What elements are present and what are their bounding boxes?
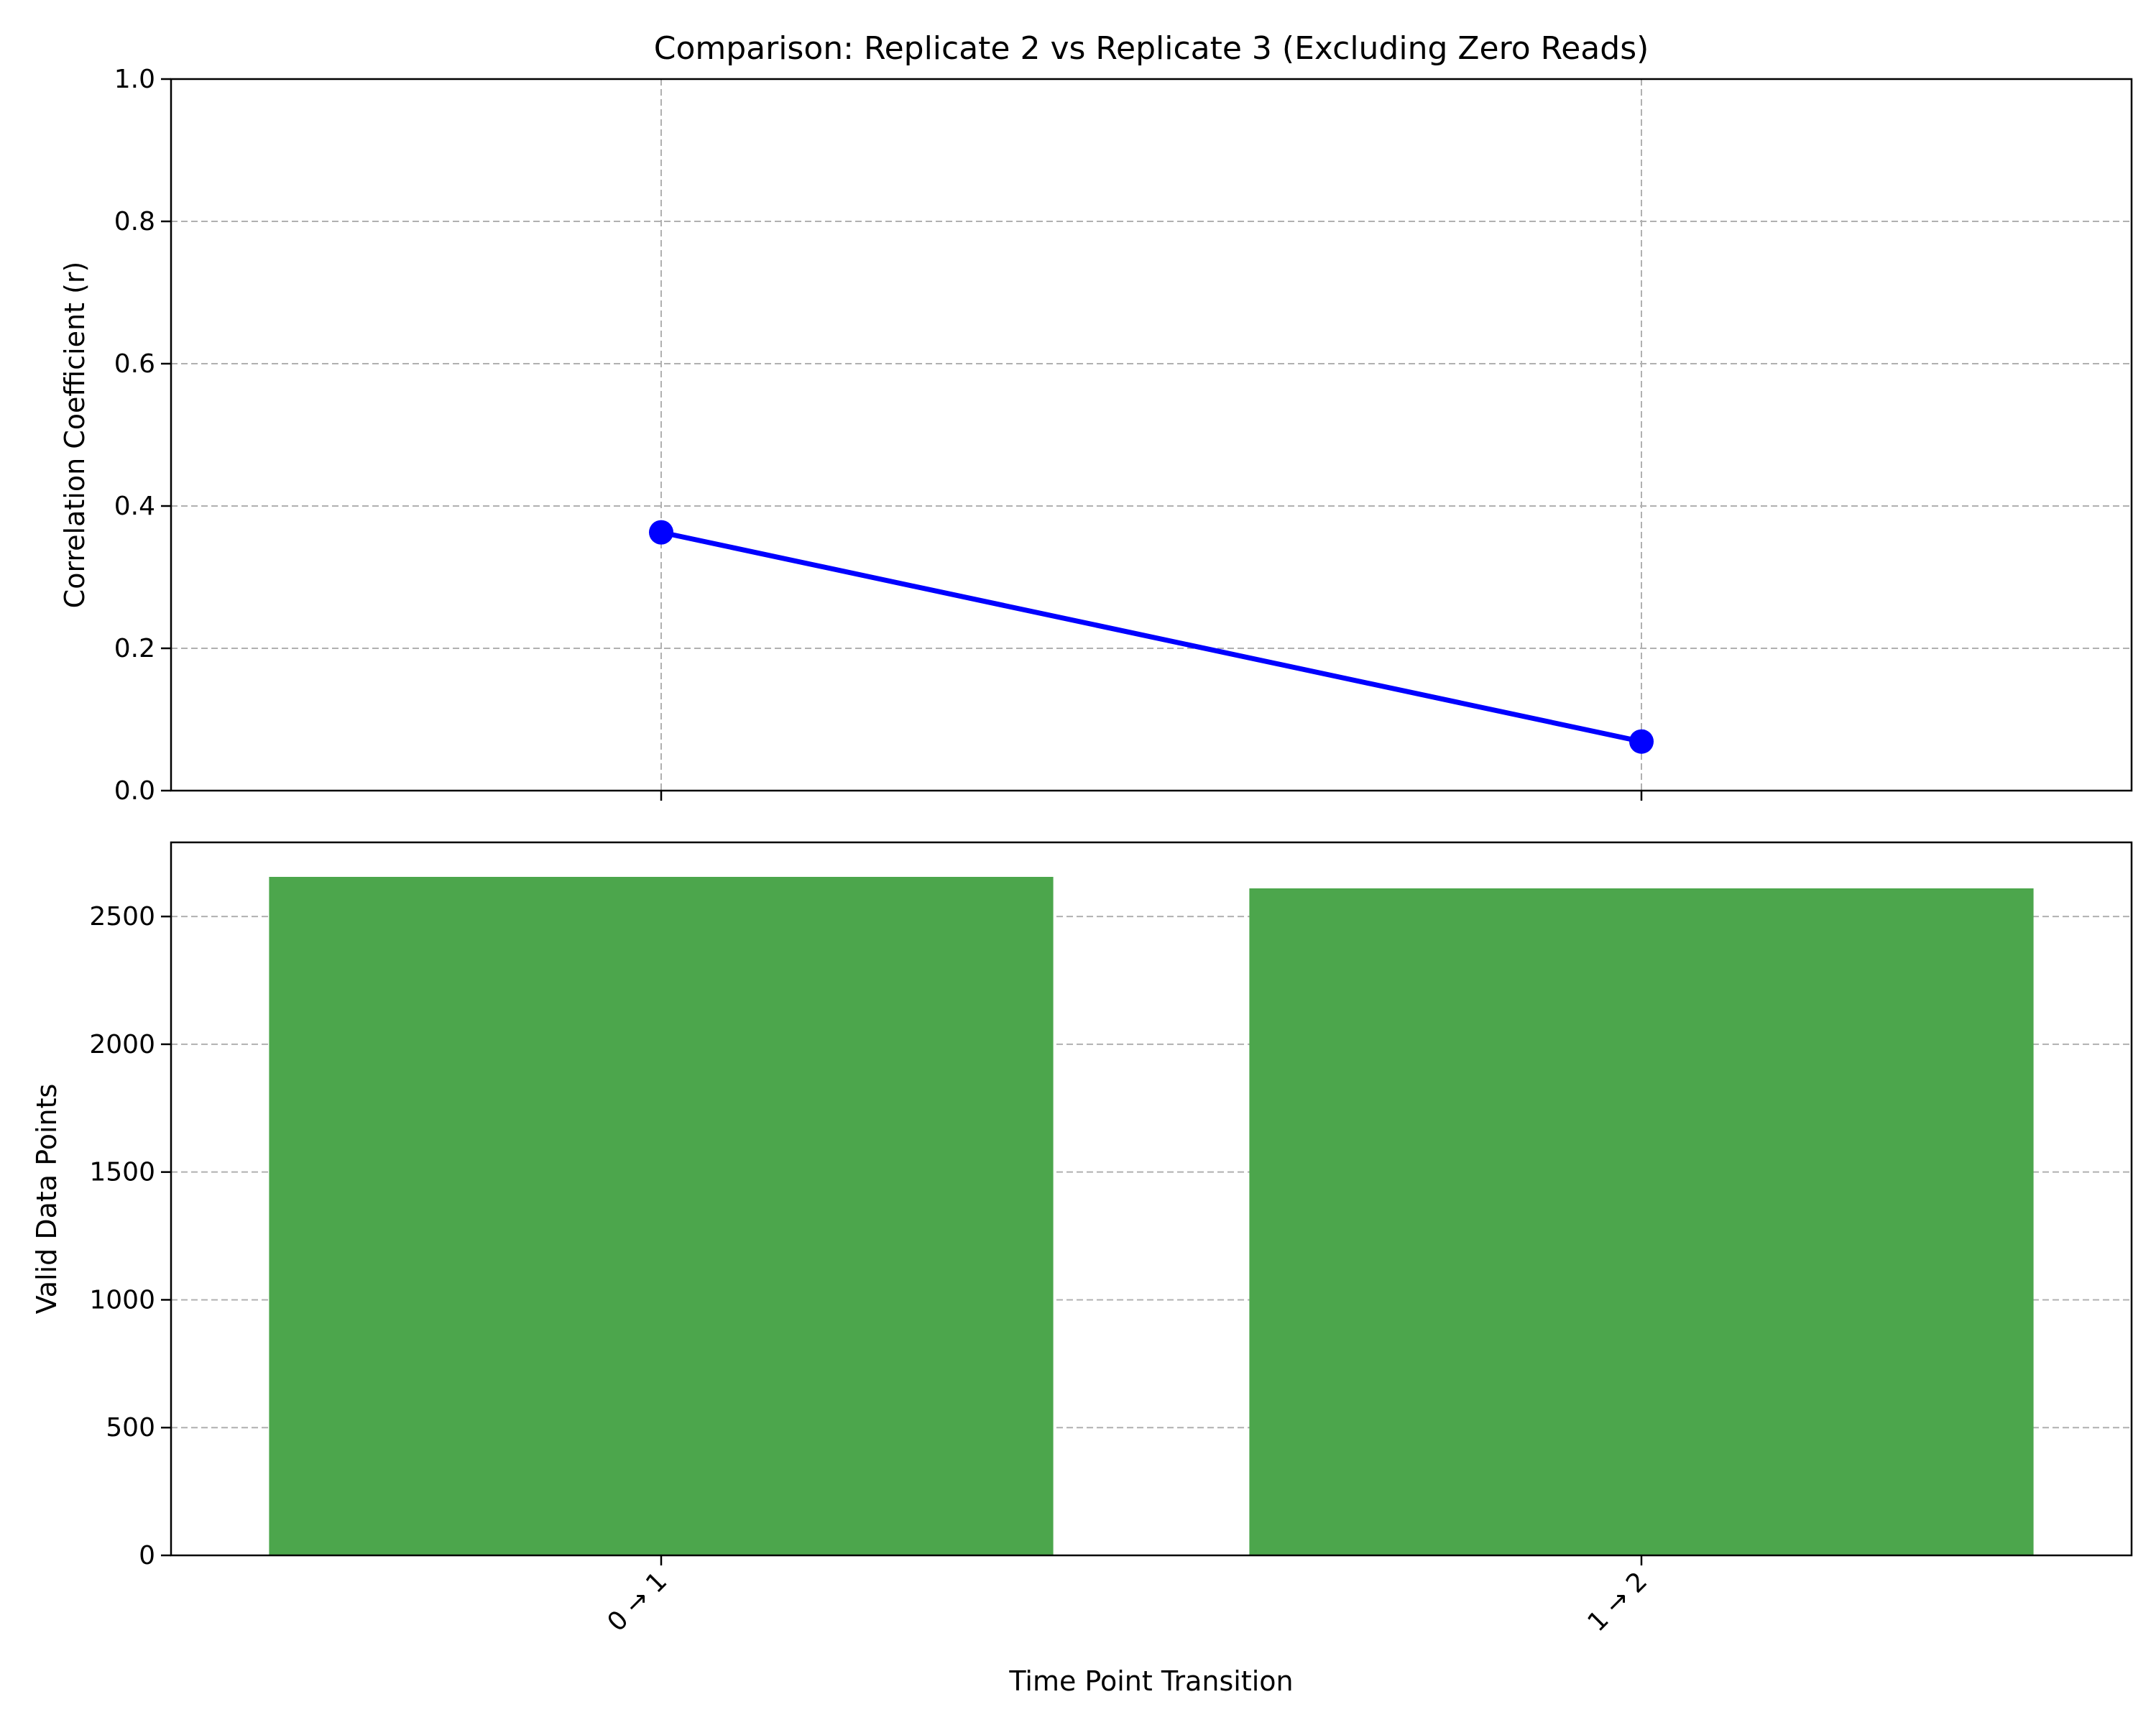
correlation-point [649, 520, 673, 545]
correlation-series [649, 520, 1654, 754]
correlation-point [1629, 729, 1654, 754]
correlation-y-tick-label: 0.2 [114, 634, 155, 663]
valid-points-y-tick-label: 2500 [89, 902, 155, 932]
correlation-plot-frame [170, 78, 2133, 792]
valid-points-plot-frame [170, 841, 2133, 1557]
valid-points-y-tick-label: 1500 [89, 1158, 155, 1187]
correlation-panel: 0.0 0.2 0.4 0.6 0.8 1.0 Correlation Coefficie… [59, 65, 2133, 806]
correlation-y-axis-ticks: 0.0 0.2 0.4 0.6 0.8 1.0 [114, 65, 171, 806]
valid-points-y-axis-label: Valid Data Points [31, 1084, 63, 1315]
valid-points-y-axis-ticks: 0 500 1000 1500 2000 2500 [89, 902, 171, 1570]
correlation-x-axis-ticks [660, 791, 1643, 801]
valid-points-bar [1249, 888, 2034, 1555]
correlation-y-tick-label: 0.8 [114, 207, 155, 236]
correlation-y-tick-label: 0.0 [114, 776, 155, 806]
valid-points-y-tick-label: 500 [106, 1413, 155, 1443]
correlation-y-tick-label: 0.4 [114, 492, 155, 521]
valid-points-bar [269, 877, 1054, 1555]
valid-points-y-tick-label: 2000 [89, 1030, 155, 1059]
correlation-line [660, 530, 1642, 745]
valid-points-bars [269, 877, 2034, 1555]
correlation-y-axis-label: Correlation Coefficient (r) [59, 262, 91, 609]
valid-points-y-tick-label: 0 [139, 1541, 155, 1570]
correlation-y-tick-label: 0.6 [114, 349, 155, 379]
x-axis-label: Time Point Transition [1008, 1665, 1293, 1697]
chart-title: Comparison: Replicate 2 vs Replicate 3 (… [654, 30, 1649, 67]
correlation-y-tick-label: 1.0 [114, 65, 155, 94]
valid-points-y-tick-label: 1000 [89, 1285, 155, 1315]
